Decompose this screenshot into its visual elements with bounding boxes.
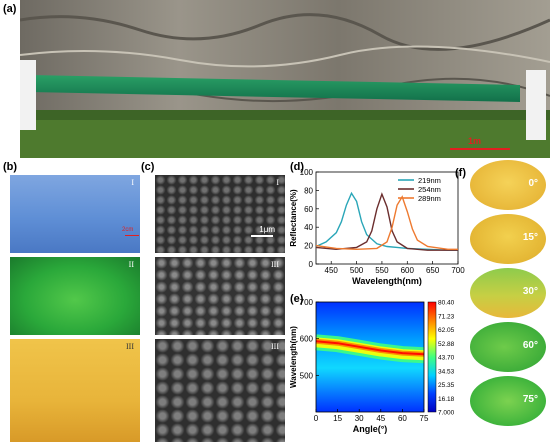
y-tick-label: 0: [309, 260, 314, 269]
y-tick-label: 700: [300, 298, 314, 307]
scale-bar-1m: 1m: [468, 136, 482, 146]
x-tick-label: 500: [350, 266, 364, 275]
angle-label: 15°: [522, 232, 538, 243]
plot-frame: [315, 301, 425, 413]
angle-label: 30°: [522, 286, 538, 297]
panel-label-f: (f): [455, 167, 466, 179]
y-tick-label: 20: [304, 242, 313, 251]
x-tick-label: 75: [420, 414, 429, 423]
x-tick-label: 0: [314, 414, 319, 423]
colorbar-tick-label: 34.53: [438, 368, 455, 375]
film-photo-green: II: [10, 257, 140, 335]
colorbar: [427, 301, 437, 413]
y-tick-label: 40: [304, 223, 313, 232]
colorbar-tick-label: 71.23: [438, 313, 455, 320]
y-tick-label: 80: [304, 186, 313, 195]
roman-label: III: [126, 342, 134, 351]
panel-label-a: (a): [3, 3, 17, 15]
roman-label: III: [271, 342, 279, 351]
film-ellipse-0: 0°: [470, 160, 546, 210]
film-ellipse-75: 75°: [470, 376, 546, 426]
sem-image-3: III: [155, 339, 285, 442]
film-ellipse-30: 30°: [470, 268, 546, 318]
roman-label: I: [131, 178, 134, 187]
colorbar-tick-label: 25.35: [438, 382, 455, 389]
colorbar-tick-label: 80.40: [438, 300, 455, 307]
roman-label: I: [276, 178, 279, 187]
film-photo-blue: I 2cm: [10, 175, 140, 253]
colorbar-tick-label: 7.000: [438, 410, 455, 417]
roman-label: II: [128, 260, 134, 269]
legend-entry: 219nm: [418, 176, 441, 185]
angle-label: 0°: [528, 178, 538, 189]
film-ellipse-60: 60°: [470, 322, 546, 372]
x-tick-label: 450: [325, 266, 339, 275]
y-axis-label: Reflectance(%): [289, 189, 298, 247]
colorbar-tick-label: 43.70: [438, 355, 455, 362]
roman-label: III: [271, 260, 279, 269]
x-tick-label: 600: [401, 266, 415, 275]
angle-label: 75°: [522, 394, 538, 405]
x-tick-label: 650: [426, 266, 440, 275]
x-tick-label: 700: [451, 266, 465, 275]
x-tick-label: 60: [398, 414, 407, 423]
angle-label: 60°: [522, 340, 538, 351]
x-axis-label: Wavelength(nm): [352, 276, 422, 286]
x-tick-label: 45: [376, 414, 385, 423]
colorbar-tick-label: 16.18: [438, 396, 455, 403]
x-tick-label: 15: [333, 414, 342, 423]
y-tick-label: 100: [300, 168, 314, 177]
series-line-254nm: [315, 192, 458, 251]
y-tick-label: 60: [304, 205, 313, 214]
photo-film-svg: [20, 0, 550, 158]
x-tick-label: 30: [355, 414, 364, 423]
panel-label-d: (d): [290, 161, 305, 173]
sem-image-1: I 1μm: [155, 175, 285, 253]
scale-bar-2cm: 2cm: [122, 227, 134, 233]
x-axis-label: Angle(°): [353, 424, 388, 434]
colorbar-tick-label: 52.88: [438, 341, 455, 348]
y-tick-label: 500: [300, 371, 314, 380]
photo-film-stretched: 1m: [20, 0, 550, 158]
x-tick-label: 550: [375, 266, 389, 275]
series-line-289nm: [315, 195, 458, 251]
legend-entry: 289nm: [418, 194, 441, 203]
film-ellipse-15: 15°: [470, 214, 546, 264]
legend-entry: 254nm: [418, 185, 441, 194]
heatmap-ridge: [315, 340, 425, 356]
film-photo-yellow: III: [10, 339, 140, 442]
angle-heatmap: 0 15 30 45 60 75 500 600 700 Angle(°) Wavelength(n…: [289, 298, 455, 434]
y-tick-label: 600: [300, 335, 314, 344]
panel-label-b: (b): [3, 161, 18, 173]
y-axis-label: Wavelength(nm): [289, 326, 298, 388]
colorbar-tick-label: 62.05: [438, 327, 455, 334]
panel-label-e: (e): [290, 293, 304, 305]
reflectance-chart: 450 500 550 600 650 700 0 20 40 60 80 100 Wavelength…: [289, 168, 465, 286]
scale-bar-1um: 1μm: [259, 225, 275, 234]
panel-label-c: (c): [141, 161, 155, 173]
sem-image-2: III: [155, 257, 285, 335]
